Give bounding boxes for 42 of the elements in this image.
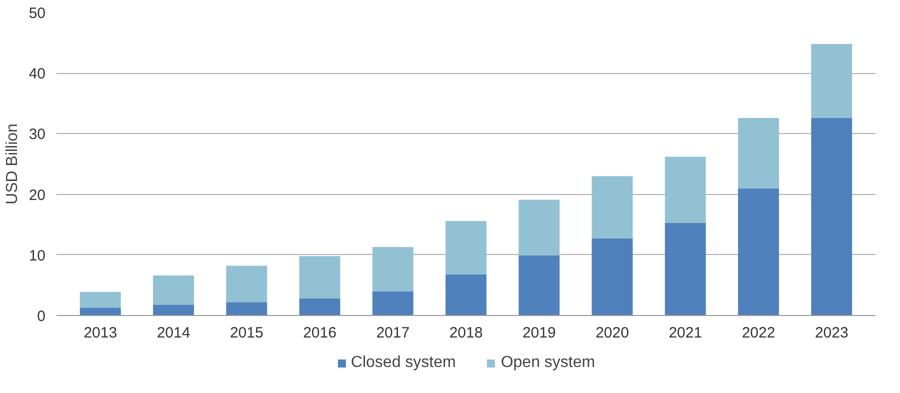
bar bbox=[738, 118, 779, 188]
bar bbox=[811, 44, 852, 118]
x-tick-label: 2019 bbox=[522, 324, 556, 342]
bar bbox=[226, 302, 268, 316]
y-tick-label: 20 bbox=[28, 186, 46, 204]
bar bbox=[153, 304, 194, 316]
legend-label: Open system bbox=[500, 354, 596, 372]
bar bbox=[80, 292, 121, 308]
x-tick-label: 2020 bbox=[596, 324, 629, 342]
x-tick-label: 2015 bbox=[230, 324, 264, 342]
y-tick-label: 50 bbox=[28, 5, 46, 22]
y-axis-title: USD Billion bbox=[4, 124, 21, 204]
y-tick-label: 10 bbox=[28, 247, 46, 264]
bar bbox=[518, 256, 560, 316]
bar bbox=[518, 200, 560, 256]
bar bbox=[446, 220, 486, 274]
bar bbox=[299, 256, 340, 299]
x-tick-label: 2021 bbox=[668, 324, 702, 342]
x-tick-label: 2017 bbox=[376, 324, 410, 342]
bar bbox=[811, 118, 852, 316]
x-tick-label: 2023 bbox=[814, 324, 848, 342]
bar bbox=[372, 291, 414, 316]
bar bbox=[153, 276, 194, 305]
bar bbox=[299, 298, 340, 316]
bar bbox=[592, 238, 633, 316]
bar bbox=[80, 308, 121, 316]
y-tick-label: 30 bbox=[28, 126, 46, 144]
x-tick-label: 2013 bbox=[84, 324, 118, 342]
bar bbox=[738, 188, 779, 316]
bar bbox=[592, 176, 633, 239]
bar bbox=[372, 247, 414, 292]
bar bbox=[664, 156, 706, 223]
x-tick-label: 2016 bbox=[303, 324, 336, 342]
legend-label: Closed system bbox=[350, 354, 456, 372]
x-tick-label: 2022 bbox=[742, 324, 776, 342]
bar bbox=[226, 266, 268, 302]
bar bbox=[446, 274, 486, 316]
x-tick-label: 2014 bbox=[156, 324, 190, 342]
y-tick-label: 40 bbox=[28, 66, 46, 83]
y-tick-label: 0 bbox=[37, 308, 46, 325]
x-tick-label: 2018 bbox=[449, 324, 483, 342]
bar bbox=[664, 222, 706, 316]
